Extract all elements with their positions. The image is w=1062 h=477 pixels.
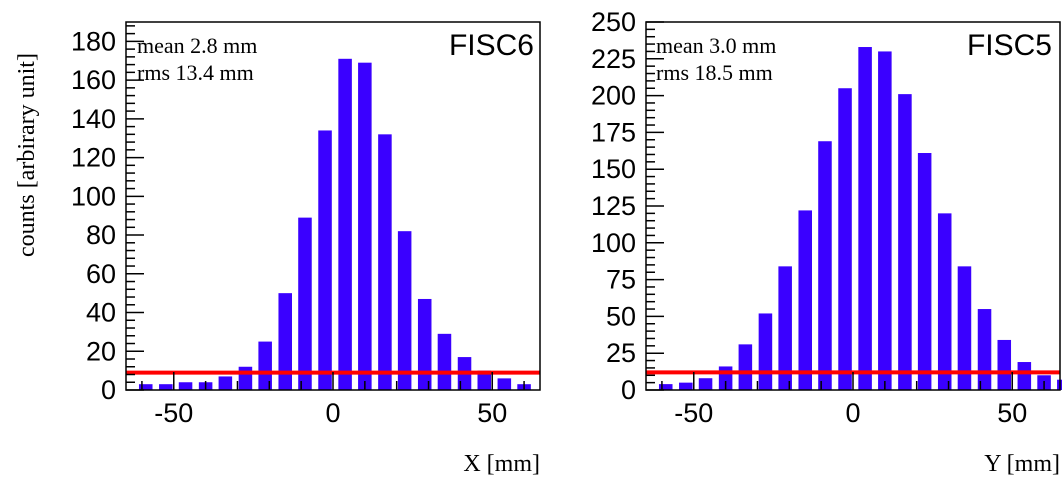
histogram-bar: [238, 366, 253, 390]
histogram-bar: [738, 344, 753, 390]
histogram-bar: [178, 382, 193, 390]
y-tick-label: 60: [86, 259, 116, 289]
histogram-bar: [758, 313, 773, 390]
y-tick-label: 160: [71, 65, 116, 95]
histogram-bar: [397, 231, 412, 390]
histogram-bar: [298, 217, 312, 390]
histogram-bar: [937, 213, 952, 390]
histogram-bar: [218, 376, 233, 390]
y-tick-label: 180: [71, 26, 116, 56]
y-tick-label: 0: [101, 375, 116, 405]
histogram-bar: [477, 370, 492, 390]
histogram-bar: [658, 384, 673, 390]
y-tick-label: 50: [606, 301, 636, 331]
panel-label: FISC5: [967, 29, 1052, 62]
axes: 0 20 40 60 80 100 120 140 160 180 -50 0 50: [71, 21, 541, 428]
y-tick-label: 75: [606, 265, 636, 295]
y-tick-label: 150: [591, 154, 636, 184]
histogram-bar: [437, 333, 452, 390]
x-tick-label: 0: [845, 398, 860, 428]
y-tick-label: 100: [71, 181, 116, 211]
histogram-bar: [878, 51, 892, 390]
histogram-bar: [497, 378, 512, 390]
histogram-bar: [358, 62, 372, 391]
panel-fisc5: 0 25 50 75 100 125 150 175 200 225 250 -50 0 50 mean …: [591, 7, 1062, 477]
x-axis-title: Y [mm]: [984, 451, 1060, 477]
y-tick-label: 120: [71, 143, 116, 173]
panel-fisc6: counts [arbirary unit] 0 20 40 60 80 100 120 14…: [14, 21, 541, 477]
stat-rms: rms 18.5 mm: [656, 60, 773, 85]
histogram-bar: [917, 153, 932, 390]
stat-rms: rms 13.4 mm: [137, 60, 254, 85]
y-tick-label: 225: [591, 44, 636, 74]
y-tick-label: 125: [591, 191, 636, 221]
histogram-bar: [977, 309, 992, 390]
y-tick-label: 100: [591, 228, 636, 258]
x-tick-label: 50: [477, 398, 507, 428]
histogram-bar: [818, 141, 832, 390]
y-tick-label: 140: [71, 104, 116, 134]
histogram-bar: [858, 47, 872, 391]
y-tick-label: 200: [591, 81, 636, 111]
x-tick-label: 0: [325, 398, 340, 428]
histogram-bar: [898, 94, 912, 391]
x-tick-label: 50: [997, 398, 1027, 428]
histogram-bar: [679, 382, 693, 390]
histogram-bar: [258, 341, 272, 390]
panel-label: FISC6: [449, 29, 534, 62]
y-tick-label: 250: [591, 7, 636, 37]
histogram-bar: [338, 58, 352, 391]
x-tick-label: -50: [674, 398, 713, 428]
histogram-bar: [417, 298, 432, 390]
histogram-bar: [159, 384, 173, 390]
histogram-bar: [997, 339, 1012, 390]
y-tick-label: 80: [86, 220, 116, 250]
x-axis-title: X [mm]: [463, 451, 540, 477]
y-tick-label: 0: [621, 375, 636, 405]
y-tick-label: 25: [606, 338, 636, 368]
histogram-bars: [658, 47, 1062, 391]
histogram-bar: [838, 88, 852, 391]
histogram-bar: [798, 210, 812, 390]
y-axis-title: counts [arbirary unit]: [14, 53, 40, 257]
stat-mean: mean 2.8 mm: [137, 33, 257, 58]
y-tick-label: 175: [591, 117, 636, 147]
axes: 0 25 50 75 100 125 150 175 200 225 250 -50 0 50: [591, 7, 1061, 428]
stat-mean: mean 3.0 mm: [656, 33, 776, 58]
y-tick-label: 40: [86, 298, 116, 328]
histogram-bar: [278, 293, 292, 390]
histogram-bar: [1017, 362, 1032, 390]
histogram-bar: [318, 130, 332, 390]
y-tick-label: 20: [86, 336, 116, 366]
x-tick-label: -50: [154, 398, 193, 428]
histogram-bar: [378, 134, 392, 390]
histogram-bar: [957, 266, 972, 390]
histogram-bar: [138, 384, 153, 390]
histogram-bars: [138, 58, 531, 391]
histogram-bar: [698, 378, 713, 390]
histogram-bar: [778, 266, 792, 390]
